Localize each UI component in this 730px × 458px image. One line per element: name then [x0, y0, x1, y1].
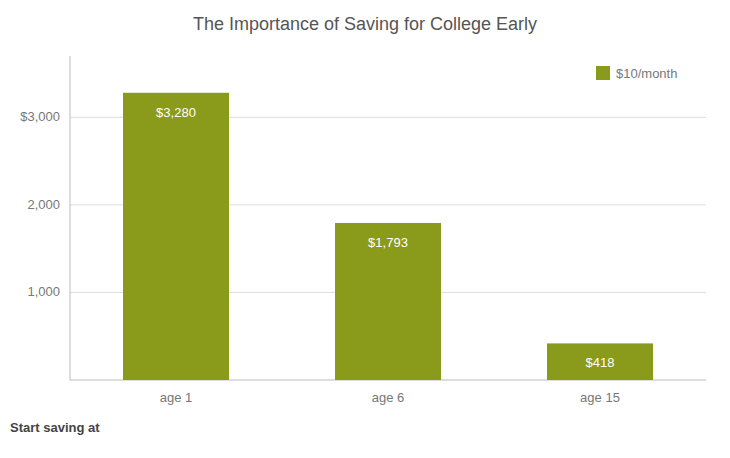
bar	[547, 343, 653, 380]
bars	[123, 93, 653, 380]
data-label: $3,280	[156, 105, 196, 120]
y-tick-label: 1,000	[27, 284, 60, 299]
x-tick-label: age 6	[372, 390, 405, 405]
x-tick-label: age 15	[580, 390, 620, 405]
legend-swatch	[596, 66, 610, 80]
y-tick-label: 2,000	[27, 197, 60, 212]
x-axis-label: Start saving at	[10, 420, 100, 435]
legend-label: $10/month	[616, 66, 677, 81]
bar	[123, 93, 229, 380]
legend: $10/month	[596, 66, 677, 81]
data-label: $418	[586, 355, 615, 370]
y-axis-line	[70, 56, 71, 380]
chart-svg: The Importance of Saving for College Ear…	[0, 0, 730, 458]
y-tick-label: $3,000	[20, 109, 60, 124]
bar	[335, 223, 441, 380]
data-label: $1,793	[368, 235, 408, 250]
x-tick-label: age 1	[160, 390, 193, 405]
title: The Importance of Saving for College Ear…	[193, 14, 537, 34]
chart-container: The Importance of Saving for College Ear…	[0, 0, 730, 458]
